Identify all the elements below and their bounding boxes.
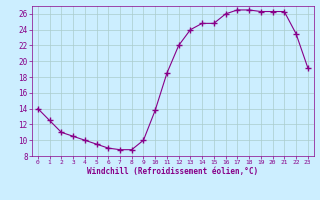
X-axis label: Windchill (Refroidissement éolien,°C): Windchill (Refroidissement éolien,°C) bbox=[87, 167, 258, 176]
